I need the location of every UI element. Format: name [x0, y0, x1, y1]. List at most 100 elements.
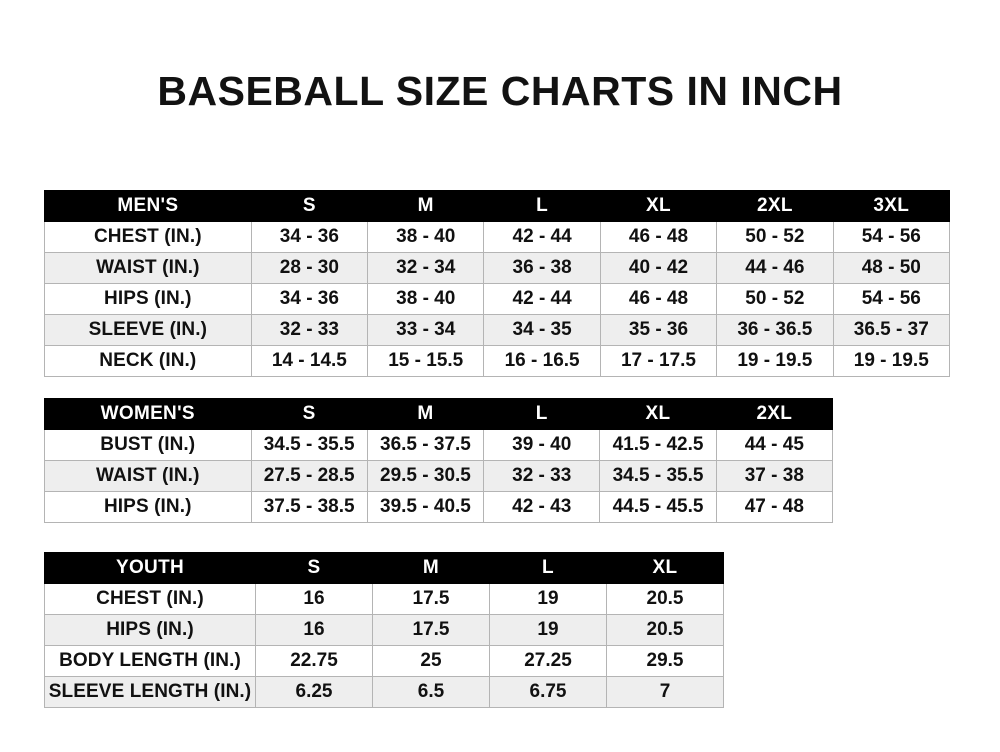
- youth-table-header: YOUTH S M L XL: [44, 552, 724, 584]
- cell: 20.5: [606, 614, 724, 646]
- cell: 32 - 33: [250, 314, 369, 346]
- cell: 44 - 46: [716, 252, 834, 284]
- youth-size-header-xl: XL: [606, 552, 724, 584]
- row-label: SLEEVE (IN.): [44, 314, 252, 346]
- cell: 20.5: [606, 583, 724, 615]
- cell: 34 - 36: [250, 221, 369, 253]
- youth-category-header: YOUTH: [44, 552, 256, 584]
- cell: 32 - 34: [367, 252, 485, 284]
- womens-size-header-l: L: [483, 398, 601, 430]
- cell: 36 - 36.5: [716, 314, 834, 346]
- mens-size-header-s: S: [250, 190, 369, 222]
- cell: 50 - 52: [716, 221, 834, 253]
- row-label: HIPS (IN.): [44, 283, 252, 315]
- cell: 14 - 14.5: [250, 345, 369, 377]
- cell: 54 - 56: [832, 283, 951, 315]
- cell: 44.5 - 45.5: [599, 491, 717, 523]
- cell: 39.5 - 40.5: [366, 491, 485, 523]
- cell: 22.75: [255, 645, 373, 677]
- cell: 44 - 45: [715, 429, 834, 461]
- youth-size-header-l: L: [489, 552, 607, 584]
- mens-table-body: CHEST (IN.) 34 - 36 38 - 40 42 - 44 46 -…: [44, 221, 951, 377]
- table-row: WAIST (IN.) 28 - 30 32 - 34 36 - 38 40 -…: [44, 252, 951, 284]
- cell: 37 - 38: [715, 460, 834, 492]
- mens-category-header: MEN'S: [44, 190, 252, 222]
- cell: 34.5 - 35.5: [250, 429, 368, 461]
- mens-size-header-m: M: [367, 190, 485, 222]
- cell: 34.5 - 35.5: [599, 460, 717, 492]
- table-row: HIPS (IN.) 16 17.5 19 20.5: [44, 614, 724, 646]
- mens-size-header-2xl: 2XL: [716, 190, 834, 222]
- table-row: HIPS (IN.) 34 - 36 38 - 40 42 - 44 46 - …: [44, 283, 951, 315]
- cell: 19 - 19.5: [716, 345, 834, 377]
- cell: 6.75: [489, 676, 607, 708]
- table-row: SLEEVE (IN.) 32 - 33 33 - 34 34 - 35 35 …: [44, 314, 951, 346]
- cell: 27.25: [489, 645, 607, 677]
- row-label: CHEST (IN.): [44, 583, 256, 615]
- cell: 38 - 40: [367, 283, 485, 315]
- youth-size-header-s: S: [255, 552, 373, 584]
- cell: 36 - 38: [483, 252, 601, 284]
- cell: 42 - 44: [483, 221, 601, 253]
- cell: 6.25: [255, 676, 373, 708]
- cell: 16: [255, 614, 373, 646]
- cell: 35 - 36: [599, 314, 718, 346]
- page-title: BASEBALL SIZE CHARTS IN INCH: [157, 68, 843, 114]
- womens-category-header: WOMEN'S: [44, 398, 252, 430]
- cell: 40 - 42: [599, 252, 718, 284]
- mens-size-header-l: L: [483, 190, 601, 222]
- womens-size-table: WOMEN'S S M L XL 2XL BUST (IN.) 34.5 - 3…: [44, 398, 834, 523]
- cell: 28 - 30: [250, 252, 369, 284]
- cell: 42 - 43: [483, 491, 601, 523]
- row-label: WAIST (IN.): [44, 252, 252, 284]
- womens-table-body: BUST (IN.) 34.5 - 35.5 36.5 - 37.5 39 - …: [44, 429, 834, 523]
- cell: 36.5 - 37: [832, 314, 951, 346]
- row-label: SLEEVE LENGTH (IN.): [44, 676, 256, 708]
- cell: 16 - 16.5: [483, 345, 601, 377]
- row-label: NECK (IN.): [44, 345, 252, 377]
- cell: 17 - 17.5: [599, 345, 718, 377]
- cell: 37.5 - 38.5: [250, 491, 368, 523]
- cell: 25: [372, 645, 490, 677]
- table-header-row: WOMEN'S S M L XL 2XL: [44, 398, 834, 430]
- table-row: BODY LENGTH (IN.) 22.75 25 27.25 29.5: [44, 645, 724, 677]
- cell: 54 - 56: [832, 221, 951, 253]
- cell: 19: [489, 614, 607, 646]
- table-row: CHEST (IN.) 34 - 36 38 - 40 42 - 44 46 -…: [44, 221, 951, 253]
- cell: 46 - 48: [599, 221, 718, 253]
- cell: 7: [606, 676, 724, 708]
- row-label: CHEST (IN.): [44, 221, 252, 253]
- youth-size-table: YOUTH S M L XL CHEST (IN.) 16 17.5 19 20…: [44, 552, 724, 708]
- womens-size-header-m: M: [366, 398, 485, 430]
- cell: 48 - 50: [832, 252, 951, 284]
- youth-table-body: CHEST (IN.) 16 17.5 19 20.5 HIPS (IN.) 1…: [44, 583, 724, 708]
- cell: 50 - 52: [716, 283, 834, 315]
- table-row: CHEST (IN.) 16 17.5 19 20.5: [44, 583, 724, 615]
- row-label: HIPS (IN.): [44, 491, 252, 523]
- cell: 17.5: [372, 583, 490, 615]
- mens-table-header: MEN'S S M L XL 2XL 3XL: [44, 190, 951, 222]
- womens-size-header-2xl: 2XL: [715, 398, 834, 430]
- cell: 41.5 - 42.5: [599, 429, 717, 461]
- cell: 16: [255, 583, 373, 615]
- row-label: BUST (IN.): [44, 429, 252, 461]
- cell: 33 - 34: [367, 314, 485, 346]
- cell: 29.5 - 30.5: [366, 460, 485, 492]
- cell: 15 - 15.5: [367, 345, 485, 377]
- cell: 42 - 44: [483, 283, 601, 315]
- womens-size-header-s: S: [250, 398, 368, 430]
- mens-size-header-3xl: 3XL: [832, 190, 951, 222]
- cell: 32 - 33: [483, 460, 601, 492]
- cell: 36.5 - 37.5: [366, 429, 485, 461]
- row-label: WAIST (IN.): [44, 460, 252, 492]
- mens-size-header-xl: XL: [599, 190, 718, 222]
- table-row: WAIST (IN.) 27.5 - 28.5 29.5 - 30.5 32 -…: [44, 460, 834, 492]
- table-header-row: MEN'S S M L XL 2XL 3XL: [44, 190, 951, 222]
- mens-size-table: MEN'S S M L XL 2XL 3XL CHEST (IN.) 34 - …: [44, 190, 951, 377]
- youth-size-header-m: M: [372, 552, 490, 584]
- cell: 19: [489, 583, 607, 615]
- cell: 46 - 48: [599, 283, 718, 315]
- womens-table-header: WOMEN'S S M L XL 2XL: [44, 398, 834, 430]
- cell: 39 - 40: [483, 429, 601, 461]
- table-header-row: YOUTH S M L XL: [44, 552, 724, 584]
